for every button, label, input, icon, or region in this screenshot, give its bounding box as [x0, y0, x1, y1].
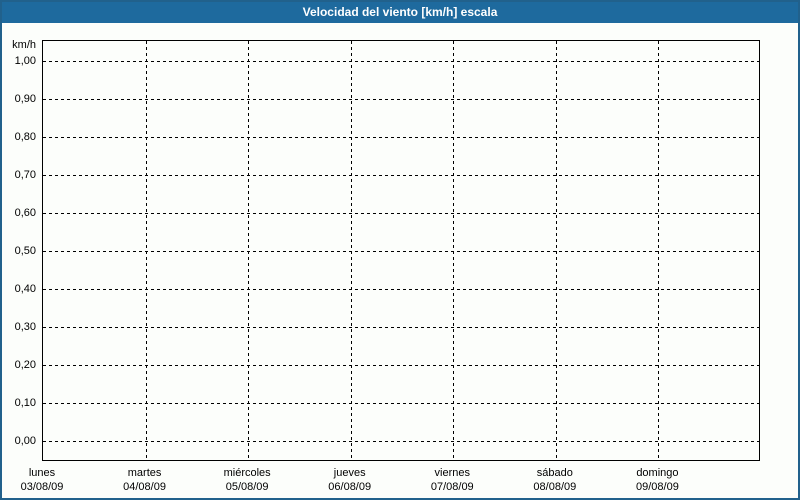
- h-gridline: [43, 61, 759, 62]
- x-tick-label: jueves 06/08/09: [290, 466, 410, 494]
- x-day-label: lunes: [28, 467, 56, 479]
- x-date-label: 08/08/09: [533, 481, 577, 493]
- chart-title-bar: Velocidad del viento [km/h] escala: [2, 2, 798, 23]
- v-gridline: [658, 41, 659, 460]
- x-tick-label: sábado 08/08/09: [495, 466, 615, 494]
- h-gridline: [43, 327, 759, 328]
- h-gridline: [43, 137, 759, 138]
- x-day-label: domingo: [636, 467, 679, 479]
- y-tick-label: 0,30: [14, 321, 36, 333]
- x-tick-label: martes 04/08/09: [85, 466, 205, 494]
- chart-title: Velocidad del viento [km/h] escala: [302, 5, 498, 19]
- x-day-label: viernes: [434, 467, 471, 479]
- y-tick-label: 0,10: [14, 397, 36, 409]
- x-tick-label: miércoles 05/08/09: [187, 466, 307, 494]
- y-tick-label: 0,60: [14, 207, 36, 219]
- x-date-label: 05/08/09: [225, 481, 269, 493]
- x-date-label: 09/08/09: [636, 481, 679, 493]
- v-gridline: [248, 41, 249, 460]
- x-tick-label: lunes 03/08/09: [2, 466, 102, 494]
- v-gridline: [453, 41, 454, 460]
- h-gridline: [43, 289, 759, 290]
- y-tick-label: 0,00: [14, 435, 36, 447]
- x-date-label: 03/08/09: [20, 481, 64, 493]
- x-day-label: miércoles: [223, 467, 271, 479]
- h-gridline: [43, 365, 759, 366]
- h-gridline: [43, 99, 759, 100]
- h-gridline: [43, 213, 759, 214]
- y-tick-label: 0,90: [14, 93, 36, 105]
- h-gridline: [43, 441, 759, 442]
- y-tick-label: 0,70: [14, 169, 36, 181]
- x-date-label: 07/08/09: [430, 481, 474, 493]
- y-tick-label: 1,00: [14, 55, 36, 67]
- plot-area: [42, 40, 760, 461]
- y-axis-unit-label: km/h: [12, 39, 36, 51]
- v-gridline: [351, 41, 352, 460]
- x-date-label: 06/08/09: [328, 481, 372, 493]
- v-gridline: [146, 41, 147, 460]
- y-tick-label: 0,80: [14, 131, 36, 143]
- x-day-label: sábado: [536, 467, 573, 479]
- x-date-label: 04/08/09: [123, 481, 166, 493]
- x-tick-label: viernes 07/08/09: [392, 466, 512, 494]
- h-gridline: [43, 175, 759, 176]
- y-tick-label: 0,50: [14, 245, 36, 257]
- x-tick-label: domingo 09/08/09: [597, 466, 717, 494]
- x-day-label: jueves: [333, 467, 366, 479]
- h-gridline: [43, 403, 759, 404]
- x-day-label: martes: [127, 467, 162, 479]
- v-gridline: [556, 41, 557, 460]
- y-tick-label: 0,40: [14, 283, 36, 295]
- h-gridline: [43, 251, 759, 252]
- y-tick-label: 0,20: [14, 359, 36, 371]
